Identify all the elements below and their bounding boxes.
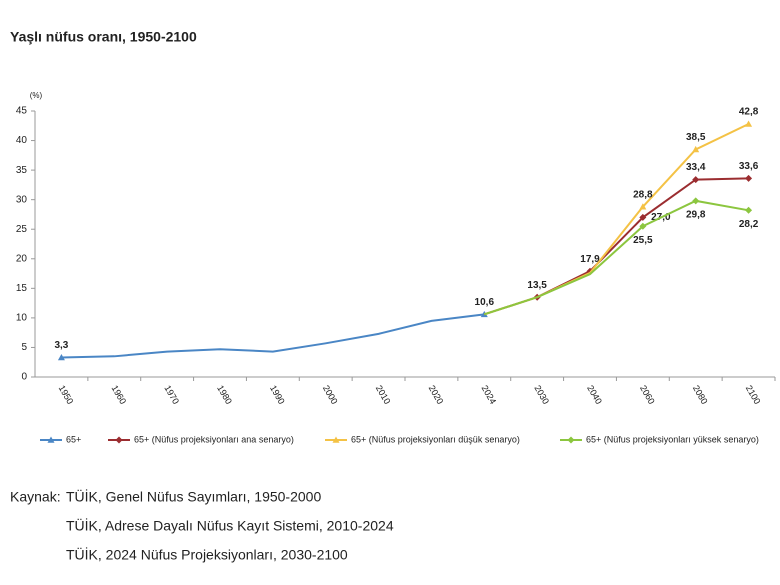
- data-label: 38,5: [686, 132, 706, 143]
- marker: [692, 197, 700, 205]
- legend-label: 65+ (Nüfus projeksiyonları ana senaryo): [134, 434, 294, 444]
- x-tick-label: 2000: [321, 384, 340, 406]
- data-label: 29,8: [686, 209, 706, 220]
- marker: [639, 213, 647, 221]
- y-tick-label: 20: [16, 253, 28, 264]
- x-tick-label: 2024: [479, 384, 498, 406]
- y-tick-label: 5: [21, 342, 27, 353]
- x-tick-label: 1970: [162, 384, 181, 406]
- y-tick-label: 45: [16, 106, 28, 117]
- marker: [639, 222, 647, 230]
- x-tick-label: 2060: [638, 384, 657, 406]
- source-label: Kaynak:: [10, 489, 61, 505]
- x-tick-label: 2100: [744, 384, 763, 406]
- x-tick-label: 2010: [374, 384, 393, 406]
- data-label: 33,4: [686, 162, 706, 173]
- marker: [115, 436, 123, 444]
- series-line: [483, 199, 749, 316]
- legend-label: 65+ (Nüfus projeksiyonları düşük senaryo…: [351, 434, 520, 444]
- marker: [745, 206, 753, 214]
- y-tick-label: 40: [16, 135, 28, 146]
- x-tick-label: 2080: [691, 384, 710, 406]
- marker: [332, 436, 340, 443]
- data-label: 28,2: [739, 219, 759, 230]
- data-label: 10,6: [475, 297, 495, 308]
- y-tick-label: 35: [16, 165, 28, 176]
- source-line: TÜİK, Genel Nüfus Sayımları, 1950-2000: [66, 488, 321, 505]
- x-tick-label: 1950: [57, 384, 76, 406]
- data-label: 13,5: [527, 280, 547, 291]
- legend-label: 65+ (Nüfus projeksiyonları yüksek senary…: [586, 434, 759, 444]
- y-tick-label: 0: [21, 372, 27, 383]
- source-line: TÜİK, Adrese Dayalı Nüfus Kayıt Sistemi,…: [66, 517, 394, 534]
- y-tick-label: 30: [16, 194, 28, 205]
- x-tick-label: 1990: [268, 384, 287, 406]
- y-tick-label: 25: [16, 224, 28, 235]
- marker: [745, 174, 753, 182]
- x-tick-label: 2040: [585, 384, 604, 406]
- x-tick-label: 1960: [109, 384, 128, 406]
- data-label: 28,8: [633, 189, 653, 200]
- series-line: [61, 313, 485, 359]
- x-tick-label: 2030: [532, 384, 551, 406]
- data-label: 3,3: [54, 340, 68, 351]
- marker: [567, 436, 575, 444]
- x-tick-label: 1980: [215, 384, 234, 406]
- data-label: 25,5: [633, 235, 653, 246]
- source-line: TÜİK, 2024 Nüfus Projeksiyonları, 2030-2…: [66, 546, 348, 563]
- data-label: 42,8: [739, 107, 759, 118]
- chart-title: Yaşlı nüfus oranı, 1950-2100: [10, 29, 197, 45]
- y-unit: (%): [30, 91, 43, 100]
- marker: [692, 176, 700, 184]
- marker: [47, 436, 55, 443]
- x-tick-label: 2020: [427, 384, 446, 406]
- series-line: [483, 123, 750, 316]
- marker: [57, 353, 65, 361]
- data-label: 17,9: [580, 254, 600, 265]
- marker: [692, 145, 700, 153]
- legend-label: 65+: [66, 434, 81, 444]
- series-line: [483, 177, 749, 316]
- marker: [639, 203, 647, 210]
- marker: [745, 120, 753, 127]
- y-tick-label: 15: [16, 283, 28, 294]
- y-tick-label: 10: [16, 313, 28, 324]
- data-label: 33,6: [739, 161, 759, 172]
